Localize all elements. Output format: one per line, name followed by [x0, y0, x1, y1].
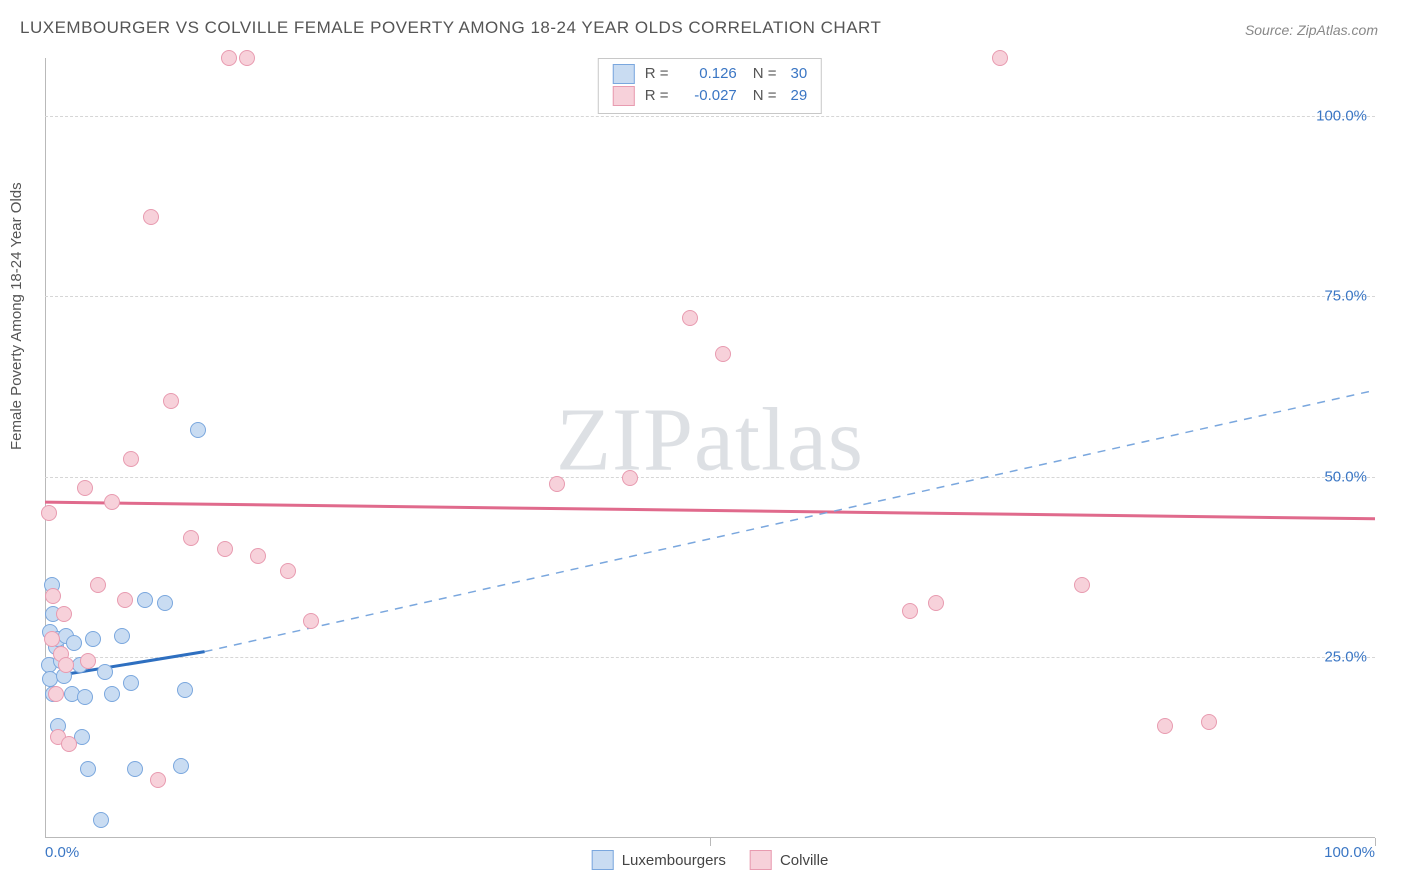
- data-point: [173, 758, 189, 774]
- data-point: [114, 628, 130, 644]
- data-point: [239, 50, 255, 66]
- data-point: [150, 772, 166, 788]
- data-point: [66, 635, 82, 651]
- data-point: [117, 592, 133, 608]
- chart-title: LUXEMBOURGER VS COLVILLE FEMALE POVERTY …: [20, 18, 881, 38]
- data-point: [622, 470, 638, 486]
- x-tick-label: 100.0%: [1324, 844, 1375, 861]
- data-point: [97, 664, 113, 680]
- legend-label: Luxembourgers: [622, 852, 726, 869]
- data-point: [61, 736, 77, 752]
- data-point: [48, 686, 64, 702]
- data-point: [715, 346, 731, 362]
- data-point: [1074, 577, 1090, 593]
- x-tick-mark: [710, 838, 711, 846]
- data-point: [41, 505, 57, 521]
- data-point: [1157, 718, 1173, 734]
- data-point: [157, 595, 173, 611]
- data-point: [250, 548, 266, 564]
- y-axis-label: Female Poverty Among 18-24 Year Olds: [8, 182, 25, 450]
- data-point: [90, 577, 106, 593]
- data-point: [123, 675, 139, 691]
- data-point: [44, 631, 60, 647]
- data-point: [56, 606, 72, 622]
- data-point: [45, 588, 61, 604]
- data-point: [80, 653, 96, 669]
- data-point: [190, 422, 206, 438]
- data-point: [902, 603, 918, 619]
- legend-item: Luxembourgers: [592, 850, 726, 870]
- data-point: [80, 761, 96, 777]
- data-point: [77, 689, 93, 705]
- data-point: [127, 761, 143, 777]
- data-point: [104, 686, 120, 702]
- scatter-plot: ZIPatlas R =0.126N =30R =-0.027N =29 Lux…: [45, 58, 1375, 838]
- legend-swatch: [750, 850, 772, 870]
- data-point: [163, 393, 179, 409]
- data-point: [303, 613, 319, 629]
- data-point: [177, 682, 193, 698]
- data-point: [143, 209, 159, 225]
- legend-item: Colville: [750, 850, 828, 870]
- trend-lines: [45, 58, 1375, 838]
- data-point: [58, 657, 74, 673]
- data-point: [93, 812, 109, 828]
- source-attribution: Source: ZipAtlas.com: [1245, 22, 1378, 38]
- data-point: [928, 595, 944, 611]
- legend-label: Colville: [780, 852, 828, 869]
- data-point: [280, 563, 296, 579]
- data-point: [217, 541, 233, 557]
- data-point: [549, 476, 565, 492]
- data-point: [992, 50, 1008, 66]
- data-point: [221, 50, 237, 66]
- data-point: [682, 310, 698, 326]
- data-point: [183, 530, 199, 546]
- x-tick-mark: [1375, 838, 1376, 846]
- series-legend: Luxembourgers Colville: [592, 850, 829, 870]
- x-tick-label: 0.0%: [45, 844, 79, 861]
- data-point: [77, 480, 93, 496]
- legend-swatch: [592, 850, 614, 870]
- data-point: [137, 592, 153, 608]
- data-point: [1201, 714, 1217, 730]
- data-point: [85, 631, 101, 647]
- data-point: [123, 451, 139, 467]
- data-point: [104, 494, 120, 510]
